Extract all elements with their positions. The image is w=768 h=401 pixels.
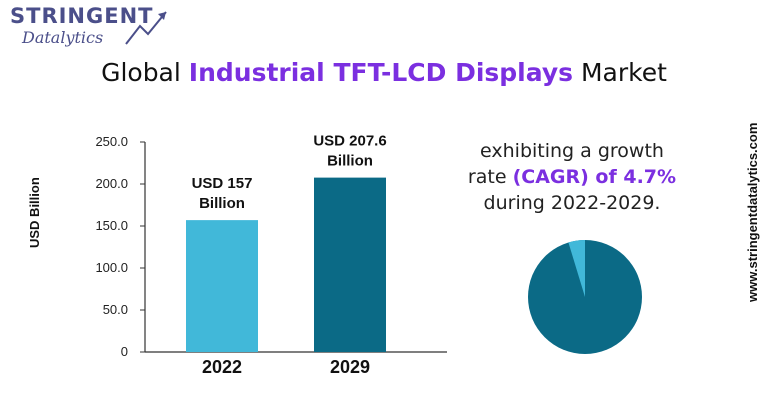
pie-slice-cagr	[568, 240, 585, 297]
y-tick-label: 100.0	[95, 260, 128, 275]
title-prefix: Global	[101, 58, 189, 87]
y-tick-label: 200.0	[95, 176, 128, 191]
growth-line-1: exhibiting a growth	[480, 140, 664, 162]
company-logo: STRINGENT Datalytics	[8, 4, 178, 50]
bar-data-label: Billion	[199, 195, 245, 212]
logo-arrow-icon	[125, 11, 167, 45]
growth-line-2: rate (CAGR) of 4.7%	[462, 164, 682, 190]
title-suffix: Market	[573, 58, 667, 87]
bar-data-label: USD 207.6	[313, 133, 386, 150]
bar-2022	[186, 220, 258, 352]
y-axis-label: USD Billion	[27, 177, 42, 248]
website-url: www.stringentdatalytics.com	[745, 122, 760, 302]
y-tick-label: 50.0	[103, 302, 128, 317]
growth-statement: exhibiting a growth rate (CAGR) of 4.7% …	[462, 138, 682, 216]
title-highlight: Industrial TFT-LCD Displays	[188, 58, 574, 87]
page-title: Global Industrial TFT-LCD Displays Marke…	[0, 58, 768, 87]
x-category-label: 2029	[330, 357, 370, 377]
cagr-highlight: (CAGR) of 4.7%	[512, 166, 677, 188]
y-tick-label: 250.0	[95, 134, 128, 149]
growth-line-3: during 2022-2029.	[483, 192, 661, 214]
bar-data-label: USD 157	[192, 175, 253, 192]
bar-data-label: Billion	[327, 153, 373, 170]
logo-line-1: STRINGENT	[10, 4, 154, 28]
y-tick-label: 0	[121, 344, 128, 359]
growth-line-2-prefix: rate	[467, 166, 513, 188]
logo-line-2: Datalytics	[22, 28, 104, 47]
x-category-label: 2022	[202, 357, 242, 377]
y-tick-label: 150.0	[95, 218, 128, 233]
bar-2029	[314, 177, 386, 352]
